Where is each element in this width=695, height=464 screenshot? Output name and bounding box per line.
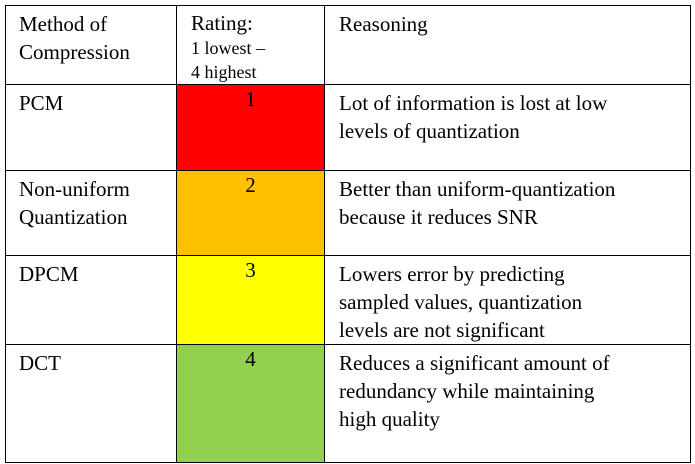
rating-value: 4 <box>245 347 256 371</box>
method-cell: DPCM <box>5 255 177 345</box>
header-method-label: Method of Compression <box>19 12 130 64</box>
rating-cell: 2 <box>176 170 325 256</box>
header-reasoning-cell: Reasoning <box>324 5 691 85</box>
reasoning-text: Lowers error by predicting sampled value… <box>339 262 583 342</box>
table-row: DPCM 3 Lowers error by predicting sample… <box>5 255 691 345</box>
header-rating-scale: 1 lowest – 4 highest <box>191 38 265 82</box>
table-row: Non-uniform Quantization 2 Better than u… <box>5 170 691 256</box>
table-header-row: Method of Compression Rating: 1 lowest –… <box>5 5 691 85</box>
header-method-cell: Method of Compression <box>5 5 177 85</box>
method-name: PCM <box>19 91 64 115</box>
method-name: DPCM <box>19 262 79 286</box>
rating-cell: 1 <box>176 84 325 171</box>
table-row: DCT 4 Reduces a significant amount of re… <box>5 344 691 463</box>
reasoning-cell: Better than uniform-quantization because… <box>324 170 691 256</box>
rating-value: 1 <box>245 87 256 111</box>
reasoning-text: Lot of information is lost at low levels… <box>339 91 608 143</box>
method-cell: Non-uniform Quantization <box>5 170 177 256</box>
compression-comparison-table: Method of Compression Rating: 1 lowest –… <box>5 5 691 463</box>
method-name: DCT <box>19 351 61 375</box>
method-cell: DCT <box>5 344 177 463</box>
header-reasoning-label: Reasoning <box>339 12 428 36</box>
header-rating-cell: Rating: 1 lowest – 4 highest <box>176 5 325 85</box>
reasoning-text: Better than uniform-quantization because… <box>339 177 616 229</box>
compression-table-container: Method of Compression Rating: 1 lowest –… <box>5 5 691 463</box>
table-row: PCM 1 Lot of information is lost at low … <box>5 84 691 171</box>
method-cell: PCM <box>5 84 177 171</box>
reasoning-cell: Reduces a significant amount of redundan… <box>324 344 691 463</box>
rating-cell: 4 <box>176 344 325 463</box>
method-name: Non-uniform Quantization <box>19 177 130 229</box>
rating-value: 3 <box>245 258 256 282</box>
rating-value: 2 <box>245 173 256 197</box>
reasoning-cell: Lowers error by predicting sampled value… <box>324 255 691 345</box>
header-rating-label: Rating: <box>191 11 253 35</box>
reasoning-text: Reduces a significant amount of redundan… <box>339 351 610 431</box>
rating-cell: 3 <box>176 255 325 345</box>
reasoning-cell: Lot of information is lost at low levels… <box>324 84 691 171</box>
